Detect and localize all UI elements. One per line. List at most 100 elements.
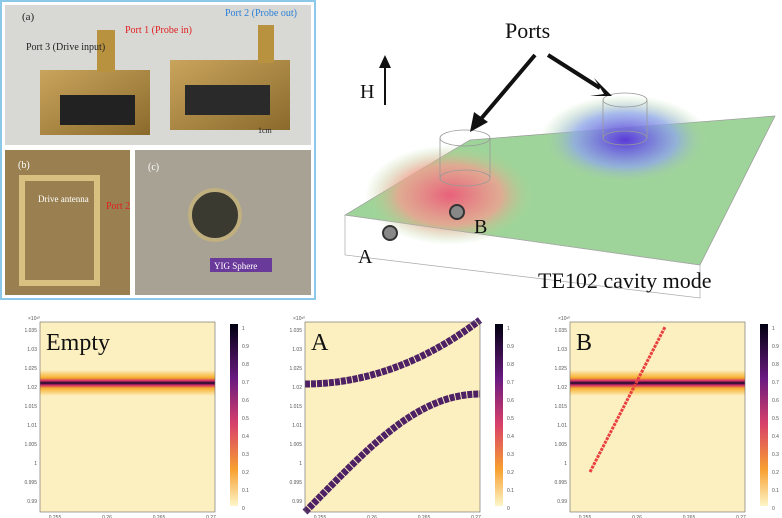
y-tick-label: 1.025 — [289, 366, 302, 372]
y-tick-label: 1.025 — [24, 366, 37, 372]
annotation: A — [358, 246, 373, 268]
colorbar-tick-label: 0.9 — [242, 344, 249, 350]
colorbar-tick-label: 0.7 — [507, 380, 514, 386]
y-tick-label: 1.01 — [557, 423, 567, 429]
point-a — [383, 226, 397, 240]
y-tick-label: 0.995 — [24, 480, 37, 486]
annotation: YIG Sphere — [214, 261, 257, 271]
axis-scale: ×10¹⁰ — [293, 316, 305, 322]
colorbar-tick-label: 0.4 — [507, 434, 514, 440]
y-tick-label: 1.02 — [557, 385, 567, 391]
colorbar — [495, 324, 503, 506]
colorbar-tick-label: 0.6 — [242, 398, 249, 404]
slot — [185, 85, 270, 115]
colorbar-tick-label: 0.5 — [242, 416, 249, 422]
y-tick-label: 1.005 — [289, 442, 302, 448]
heatmap — [570, 322, 745, 512]
resonance-band — [40, 370, 215, 396]
annotation: Port 2 (Probe out) — [225, 8, 297, 19]
colorbar-tick-label: 0.3 — [242, 452, 249, 458]
y-tick-label: 1.02 — [292, 385, 302, 391]
colorbar-tick-label: 0.9 — [772, 344, 779, 350]
y-tick-label: 1.025 — [554, 366, 567, 372]
colorbar-tick-label: 0.6 — [772, 398, 779, 404]
colorbar-tick-label: 0.3 — [507, 452, 514, 458]
arrowhead — [379, 55, 391, 68]
port — [258, 25, 274, 63]
colorbar-tick-label: 0 — [772, 506, 775, 512]
y-tick-label: 1.03 — [292, 347, 302, 353]
colorbar-tick-label: 1 — [507, 326, 510, 332]
colorbar-tick-label: 0.8 — [772, 362, 779, 368]
colorbar-tick-label: 0.1 — [242, 488, 249, 494]
y-tick-label: 1.035 — [554, 328, 567, 334]
y-tick-label: 1 — [34, 461, 37, 467]
annotation: Ports — [505, 18, 550, 43]
annotation: B — [474, 216, 487, 238]
plot-label: A — [311, 330, 329, 356]
colorbar-tick-label: 0.3 — [772, 452, 779, 458]
colorbar-tick-label: 0.7 — [242, 380, 249, 386]
y-tick-label: 1.03 — [557, 347, 567, 353]
y-tick-label: 0.99 — [557, 499, 567, 505]
y-tick-label: 0.995 — [289, 480, 302, 486]
y-tick-label: 1 — [299, 461, 302, 467]
colorbar-tick-label: 0 — [242, 506, 245, 512]
resonance-band — [570, 370, 745, 396]
colorbar-tick-label: 0.2 — [772, 470, 779, 476]
figure: (a) Port 3 (Drive input) Port 1 (Probe i… — [0, 0, 782, 518]
plot-label: Empty — [46, 330, 110, 356]
hole — [190, 190, 240, 240]
colorbar-tick-label: 0.5 — [772, 416, 779, 422]
y-tick-label: 1.015 — [289, 404, 302, 410]
plots: Empty ×10¹⁰ 1.035 1.03 1.025 1.02 1.015 1.01 1.0… — [24, 316, 779, 518]
colorbar-tick-label: 1 — [242, 326, 245, 332]
annotation: Port 1 (Probe in) — [125, 25, 192, 36]
scale: 1cm — [258, 126, 273, 135]
y-tick-label: 1.035 — [24, 328, 37, 334]
colorbar — [760, 324, 768, 506]
colorbar-tick-label: 0.5 — [507, 416, 514, 422]
colorbar-tick-label: 0.4 — [242, 434, 249, 440]
field-lobe — [540, 95, 710, 185]
y-tick-label: 1.035 — [289, 328, 302, 334]
y-tick-label: 1 — [564, 461, 567, 467]
annotation: H — [360, 81, 374, 103]
colorbar-tick-label: 0 — [507, 506, 510, 512]
y-tick-label: 1.02 — [27, 385, 37, 391]
colorbar-tick-label: 0.6 — [507, 398, 514, 404]
y-tick-label: 1.01 — [27, 423, 37, 429]
arrowhead — [590, 78, 612, 96]
colorbar-tick-label: 0.9 — [507, 344, 514, 350]
colorbar-tick-label: 0.2 — [242, 470, 249, 476]
axis-scale: ×10¹⁰ — [28, 316, 40, 322]
colorbar-tick-label: 0.8 — [507, 362, 514, 368]
panel-label: (a) — [22, 11, 35, 23]
colorbar-tick-label: 0.1 — [772, 488, 779, 494]
y-tick-label: 0.995 — [554, 480, 567, 486]
colorbar-tick-label: 0.4 — [772, 434, 779, 440]
annotation: Drive antenna — [38, 194, 89, 204]
slot — [60, 95, 135, 125]
colorbar-tick-label: 0.1 — [507, 488, 514, 494]
annotation: Port 2 — [106, 201, 130, 212]
y-tick-label: 1.005 — [24, 442, 37, 448]
colorbar-tick-label: 0.2 — [507, 470, 514, 476]
plot-label: B — [576, 330, 592, 356]
colorbar — [230, 324, 238, 506]
y-tick-label: 0.99 — [292, 499, 302, 505]
caption: TE102 cavity mode — [538, 268, 712, 293]
colorbar-tick-label: 0.7 — [772, 380, 779, 386]
colorbar-tick-label: 0.8 — [242, 362, 249, 368]
y-tick-label: 1.015 — [554, 404, 567, 410]
annotation: Port 3 (Drive input) — [26, 42, 105, 53]
panel-label: (c) — [148, 162, 159, 173]
y-tick-label: 1.03 — [27, 347, 37, 353]
axis-scale: ×10¹⁰ — [558, 316, 570, 322]
panel-label: (b) — [18, 160, 30, 171]
y-tick-label: 1.015 — [24, 404, 37, 410]
y-tick-label: 1.005 — [554, 442, 567, 448]
colorbar-tick-label: 1 — [772, 326, 775, 332]
point-b — [450, 205, 464, 219]
y-tick-label: 0.99 — [27, 499, 37, 505]
